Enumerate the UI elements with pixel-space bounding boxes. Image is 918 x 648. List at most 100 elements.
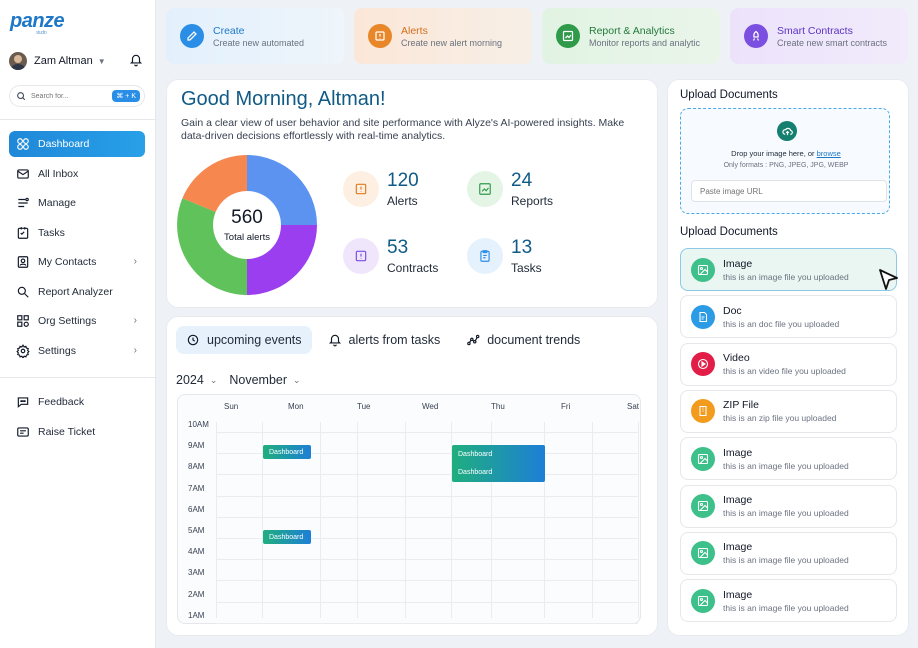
user-menu[interactable]: Zam Altman ▼ xyxy=(9,50,147,72)
card-title: Alerts xyxy=(401,24,428,37)
ticket-icon xyxy=(16,425,30,439)
tab-alerts-from-tasks[interactable]: alerts from tasks xyxy=(318,326,451,354)
stat-label: Reports xyxy=(511,194,554,208)
report-analytics-card[interactable]: Report & Analytics Monitor reports and an… xyxy=(542,8,720,64)
file-item[interactable]: Image this is an image file you uploaded xyxy=(680,484,897,528)
card-subtitle: Create new smart contracts xyxy=(777,37,888,48)
file-name: Video xyxy=(723,352,750,365)
image-icon xyxy=(691,541,715,566)
app-logo[interactable]: panze studio xyxy=(10,10,65,36)
settings-icon xyxy=(16,343,30,358)
sidebar-item-label: Raise Ticket xyxy=(38,425,96,438)
chevron-right-icon: › xyxy=(133,256,137,267)
chevron-down-icon: ⌄ xyxy=(209,374,218,385)
hour-label: 3AM xyxy=(188,568,205,578)
hour-label: 2AM xyxy=(188,589,205,599)
chevron-down-icon: ⌄ xyxy=(293,374,301,385)
sidebar-item-label: All Inbox xyxy=(38,167,79,180)
calendar-card: upcoming events alerts from tasks docume… xyxy=(166,316,658,636)
sidebar-item-tasks[interactable]: Tasks xyxy=(9,220,145,246)
calendar-event[interactable]: Dashboard xyxy=(452,445,545,465)
feedback-icon xyxy=(16,395,30,409)
manage-icon xyxy=(16,196,30,210)
divider xyxy=(0,377,155,378)
upload-dropzone[interactable]: Drop your image here, or browse Only for… xyxy=(680,108,890,214)
donut-segment-alerts xyxy=(182,155,247,212)
alerts-card[interactable]: Alerts Create new alert morning xyxy=(354,8,532,64)
card-subtitle: Monitor reports and analytic xyxy=(589,37,701,48)
stat-reports[interactable]: 24 Reports xyxy=(467,170,553,208)
bell-icon[interactable] xyxy=(129,53,143,67)
grid-column-line xyxy=(592,422,593,618)
sidebar-item-dashboard[interactable]: Dashboard xyxy=(9,131,145,157)
hour-label: 8AM xyxy=(188,462,205,472)
search-icon xyxy=(17,92,26,101)
sidebar-item-settings[interactable]: Settings › xyxy=(9,338,145,364)
stat-label: Tasks xyxy=(511,261,542,275)
file-item[interactable]: Image this is an image file you uploaded xyxy=(680,248,897,291)
rocket-icon xyxy=(744,24,768,48)
grid-row-line xyxy=(216,474,638,476)
stat-alerts[interactable]: 120 Alerts xyxy=(343,170,419,208)
tab-document-trends[interactable]: document trends xyxy=(456,326,590,354)
file-name: Doc xyxy=(723,304,742,317)
image-icon xyxy=(691,446,715,471)
grid-column-line xyxy=(491,422,492,618)
grid-row-line xyxy=(216,538,638,539)
hour-label: 6AM xyxy=(188,504,205,514)
file-item[interactable]: Doc this is an doc file you uploaded xyxy=(680,295,897,339)
grid-row-line xyxy=(216,495,638,497)
sidebar-item-label: Dashboard xyxy=(38,138,90,150)
sidebar-item-manage[interactable]: Manage xyxy=(9,190,145,216)
month-select[interactable]: November xyxy=(229,373,288,387)
grid-column-line xyxy=(262,422,263,618)
year-select[interactable]: 2024 xyxy=(176,373,204,387)
file-item[interactable]: Image this is an image file you uploaded xyxy=(680,437,897,481)
sidebar-item-inbox[interactable]: All Inbox xyxy=(9,161,145,187)
file-item[interactable]: Image this is an image file you uploaded xyxy=(680,531,897,575)
file-item[interactable]: Video this is an video file you uploaded xyxy=(680,342,897,386)
donut-svg xyxy=(177,155,317,295)
sidebar-item-org-settings[interactable]: Org Settings › xyxy=(9,308,145,334)
sidebar-item-label: Manage xyxy=(38,197,76,209)
calendar-event[interactable]: Dashboard xyxy=(452,462,545,482)
stat-contracts[interactable]: 53 Contracts xyxy=(343,237,438,275)
stat-value: 53 xyxy=(387,237,409,258)
image-icon xyxy=(691,257,715,282)
file-description: this is an image file you uploaded xyxy=(723,602,849,613)
file-description: this is an image file you uploaded xyxy=(723,555,849,566)
calendar-event[interactable]: Dashboard xyxy=(263,530,311,544)
edit-icon xyxy=(180,24,204,48)
sidebar-item-report-analyzer[interactable]: Report Analyzer xyxy=(9,279,145,305)
grid-row-line xyxy=(216,601,638,603)
search-box: ⌘ + K xyxy=(9,85,145,107)
grid-row-line xyxy=(216,580,638,582)
tab-label: alerts from tasks xyxy=(348,333,441,347)
card-title: Report & Analytics xyxy=(589,24,675,37)
tasks-icon xyxy=(16,226,30,240)
browse-link[interactable]: browse xyxy=(816,149,841,158)
calendar-event[interactable]: Dashboard xyxy=(263,445,311,460)
sidebar-item-label: Report Analyzer xyxy=(38,285,113,298)
image-url-input[interactable] xyxy=(691,180,887,202)
file-item[interactable]: Image this is an image file you uploaded xyxy=(680,579,897,623)
sidebar-item-feedback[interactable]: Feedback xyxy=(9,389,145,415)
shortcut-badge: ⌘ + K xyxy=(112,90,140,102)
calendar-grid: Sun Mon Tue Wed Thu Fri Sat 10AM 9AM 8AM 7AM 6AM 5AM… xyxy=(177,394,641,624)
file-description: this is an doc file you uploaded xyxy=(723,318,840,329)
task-icon xyxy=(467,238,503,274)
file-item[interactable]: ZIP File this is an zip file you uploaded xyxy=(680,389,897,433)
upload-cloud-icon xyxy=(777,121,797,141)
sidebar-item-contacts[interactable]: My Contacts › xyxy=(9,249,145,275)
stat-tasks[interactable]: 13 Tasks xyxy=(467,237,542,275)
day-header: Wed xyxy=(422,402,439,411)
smart-contracts-card[interactable]: Smart Contracts Create new smart contract… xyxy=(730,8,908,64)
sidebar-item-raise-ticket[interactable]: Raise Ticket xyxy=(9,419,145,445)
create-card[interactable]: Create Create new automated xyxy=(166,8,344,64)
uploaded-list-title: Upload Documents xyxy=(680,226,778,238)
search-input[interactable] xyxy=(31,92,101,100)
tab-upcoming-events[interactable]: upcoming events xyxy=(176,326,312,354)
alert-icon xyxy=(343,171,379,207)
contract-icon xyxy=(343,238,379,274)
document-icon xyxy=(691,304,715,329)
